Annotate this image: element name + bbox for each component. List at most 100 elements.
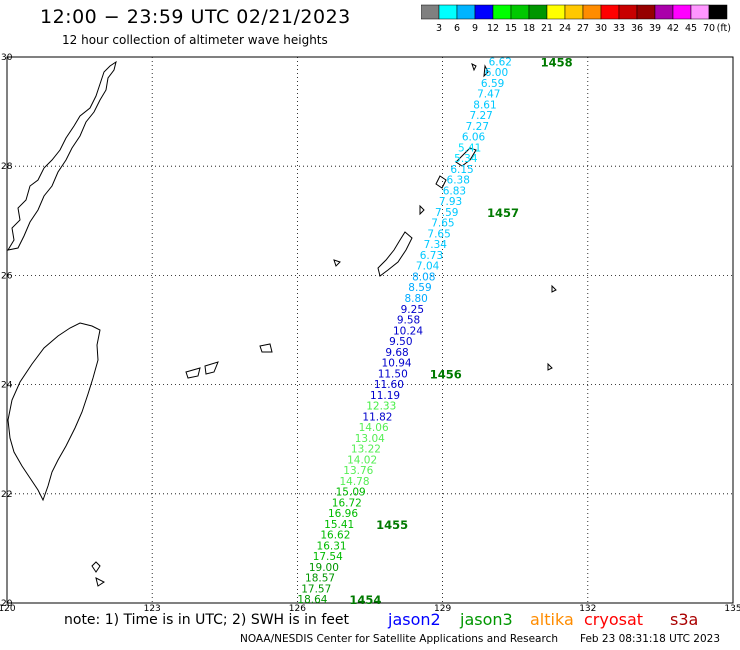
wave-height-value: 7.65 — [427, 228, 450, 240]
wave-height-value: 7.04 — [416, 261, 440, 273]
colorbar-label: 18 — [523, 23, 535, 34]
wave-height-value: 18.64 — [297, 594, 327, 606]
wave-height-value: 17.54 — [313, 551, 343, 563]
wave-height-value: 13.76 — [343, 465, 373, 477]
lon-label: 132 — [579, 604, 596, 614]
satellite-legend-entry: altika — [530, 610, 574, 629]
wave-height-value: 18.57 — [305, 573, 335, 585]
wave-height-value: 8.80 — [404, 293, 427, 305]
taiwan-coastline — [7, 322, 101, 502]
wave-height-value: 7.65 — [431, 218, 454, 230]
wave-height-value: 16.31 — [317, 540, 347, 552]
wave-height-value: 8.59 — [408, 282, 431, 294]
wave-height-value: 7.27 — [466, 121, 489, 133]
map-title: 12:00 − 23:59 UTC 02/21/2023 — [40, 6, 351, 28]
wave-height-value: 8.08 — [412, 271, 435, 283]
wave-height-value: 6.83 — [443, 185, 466, 197]
colorbar-label: 9 — [472, 23, 478, 34]
wave-height-value: 11.82 — [362, 411, 392, 423]
wave-height-value: 13.22 — [351, 444, 381, 456]
wave-height-value: 6.06 — [462, 132, 486, 144]
colorbar-label: 6 — [454, 23, 460, 34]
wave-height-value: 9.68 — [385, 347, 408, 359]
satellite-track: 6.626.006.597.478.617.277.276.065.415.34… — [297, 56, 512, 606]
pass-time-label: 1455 — [376, 518, 408, 532]
wave-height-value: 6.38 — [447, 175, 470, 187]
wave-height-value: 16.96 — [328, 508, 358, 520]
colorbar-label: 33 — [613, 23, 625, 34]
wave-height-value: 9.58 — [397, 315, 420, 327]
wave-height-value: 7.93 — [439, 196, 462, 208]
wave-height-value: 9.50 — [389, 336, 412, 348]
colorbar-label: 24 — [559, 23, 571, 34]
colorbar-unit: (ft) — [717, 23, 731, 34]
colorbar-label: 15 — [505, 23, 517, 34]
lat-label: 20 — [1, 599, 13, 609]
wave-height-value: 14.02 — [347, 454, 377, 466]
issued-time: Feb 23 08:31:18 UTC 2023 — [580, 633, 720, 645]
colorbar-label: 45 — [685, 23, 697, 34]
lat-label: 24 — [1, 381, 13, 391]
latitude-labels: 30 28 26 24 22 20 — [1, 53, 13, 609]
colorbar-label: 21 — [541, 23, 553, 34]
wave-height-value: 6.59 — [481, 78, 504, 90]
colorbar-label: 36 — [631, 23, 643, 34]
wave-height-value: 6.62 — [489, 56, 512, 68]
map-frame — [6, 56, 734, 604]
wave-height-value: 12.33 — [366, 401, 396, 413]
colorbar: 3 6 9 12 15 18 21 24 27 30 33 36 39 42 45 70 (ft) — [421, 4, 731, 34]
wave-height-value: 5.41 — [458, 142, 481, 154]
longitude-labels: 120 123 126 129 132 135 — [0, 604, 740, 614]
colorbar-label: 39 — [649, 23, 661, 34]
lat-label: 22 — [1, 490, 12, 500]
wave-height-value: 8.61 — [473, 99, 496, 111]
wave-height-value: 19.00 — [309, 562, 339, 574]
pass-time-label: 1454 — [349, 593, 381, 607]
wave-height-value: 15.41 — [324, 519, 354, 531]
wave-height-value: 5.34 — [454, 153, 478, 165]
lon-label: 135 — [724, 604, 740, 614]
lon-label: 123 — [144, 604, 161, 614]
credit-line: NOAA/NESDIS Center for Satellite Applica… — [240, 633, 558, 645]
wave-height-value: 15.09 — [336, 487, 366, 499]
wave-height-value: 7.34 — [424, 239, 448, 251]
wave-height-value: 14.06 — [359, 422, 389, 434]
pass-time-label: 1457 — [487, 206, 519, 220]
wave-height-value: 11.19 — [370, 390, 400, 402]
colorbar-label: 42 — [667, 23, 679, 34]
pass-time-label: 1458 — [541, 55, 573, 69]
colorbar-swatch — [708, 4, 728, 20]
wave-height-value: 11.50 — [378, 368, 408, 380]
wave-height-value: 16.62 — [320, 530, 350, 542]
lat-label: 30 — [1, 53, 13, 63]
wave-height-value: 6.00 — [485, 67, 508, 79]
wave-height-value: 13.04 — [355, 433, 385, 445]
colorbar-label: 30 — [595, 23, 607, 34]
lat-label: 28 — [1, 162, 13, 172]
wave-height-value: 6.73 — [420, 250, 443, 262]
wave-height-value: 7.47 — [477, 89, 500, 101]
pass-time-labels: 1458 1457 1456 1455 1454 — [349, 55, 572, 607]
coastline-fragments — [6, 60, 557, 587]
lat-label: 26 — [1, 271, 13, 281]
wave-height-value: 11.60 — [374, 379, 404, 391]
satellite-legend-entry: jason3 — [460, 610, 513, 629]
map-subtitle: 12 hour collection of altimeter wave hei… — [62, 33, 328, 47]
pass-time-label: 1456 — [430, 367, 462, 381]
wave-height-value: 7.59 — [435, 207, 458, 219]
graticule — [7, 57, 733, 603]
satellite-legend-entry: cryosat — [584, 610, 644, 629]
wave-height-value: 6.15 — [450, 164, 473, 176]
lon-label: 126 — [289, 604, 306, 614]
wave-height-value: 10.24 — [393, 325, 423, 337]
colorbar-label: 70 — [703, 23, 715, 34]
satellite-legend-entry: jason2 — [388, 610, 441, 629]
colorbar-label: 3 — [436, 23, 442, 34]
wave-height-value: 7.27 — [469, 110, 492, 122]
satellite-legend-entry: s3a — [670, 610, 699, 629]
wave-height-value: 16.72 — [332, 497, 362, 509]
lon-label: 120 — [0, 604, 16, 614]
wave-height-value: 9.25 — [401, 304, 424, 316]
wave-height-value: 10.94 — [382, 358, 412, 370]
